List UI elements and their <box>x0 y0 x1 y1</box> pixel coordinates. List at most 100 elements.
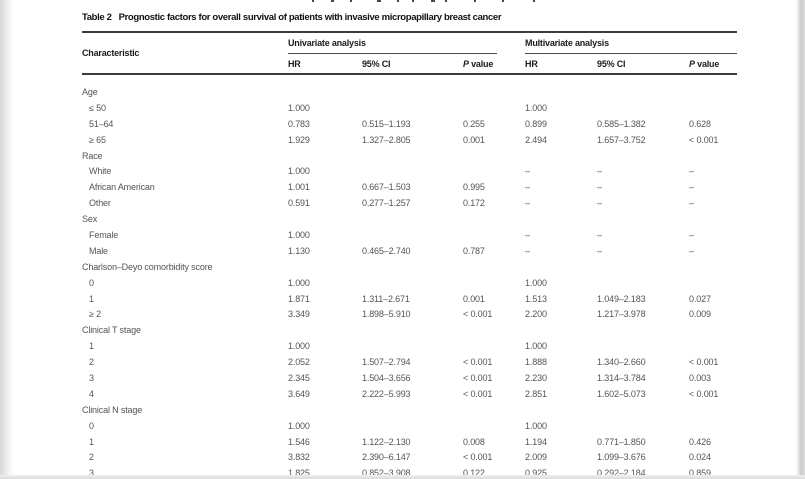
multivariate-ci-cell: – <box>597 166 602 177</box>
univariate-pvalue-cell: 0.008 <box>463 436 485 447</box>
column-gap-cell <box>497 132 525 148</box>
multivariate-pvalue-cell <box>689 211 737 227</box>
column-gap-cell <box>497 116 525 132</box>
univariate-pvalue-cell <box>463 322 497 338</box>
characteristic-cell: White <box>89 166 112 177</box>
group-header-univariate: Univariate analysis <box>288 31 498 54</box>
univariate-ci-cell: 1.311–2.671 <box>362 293 410 304</box>
multivariate-ci-cell: 1.099–3.676 <box>597 452 646 463</box>
univariate-pvalue-cell: < 0.001 <box>463 388 493 399</box>
multivariate-ci-cell: 1.340–2.660 <box>597 357 646 368</box>
univariate-ci-cell: 0.465–2.740 <box>362 245 411 256</box>
characteristic-cell: 1 <box>89 436 94 447</box>
univariate-hr-cell: 1.871 <box>288 293 310 304</box>
characteristic-cell: Charlson–Deyo comorbidity score <box>82 261 213 272</box>
univariate-hr-cell: 1.001 <box>288 182 310 193</box>
multivariate-hr-cell <box>525 211 597 227</box>
column-gap-cell <box>497 259 525 275</box>
multivariate-ci-cell: 1.049–2.183 <box>597 293 646 304</box>
univariate-ci-cell: 2.390–6.147 <box>362 452 411 463</box>
univariate-hr-cell: 1.000 <box>288 229 310 240</box>
table-row: Female 1.000 – – – <box>82 227 737 243</box>
group-header-multivariate: Multivariate analysis <box>525 31 738 54</box>
multivariate-ci-cell: 0.585–1.382 <box>597 118 646 129</box>
table-row: Male 1.130 0.465–2.740 0.787 – – – <box>82 243 737 259</box>
page-left-edge-shadow <box>0 0 15 479</box>
page-right-edge-bar <box>796 0 805 479</box>
univariate-ci-cell <box>362 322 463 338</box>
characteristic-cell: Sex <box>82 214 98 225</box>
column-gap-cell <box>497 386 525 402</box>
univariate-ci-cell: 1.327–2.805 <box>362 134 411 145</box>
univariate-ci-cell: 0.277–1.257 <box>362 198 411 209</box>
univariate-pvalue-cell: < 0.001 <box>463 452 493 463</box>
multivariate-hr-cell: 2.009 <box>525 452 547 463</box>
multivariate-ci-cell: – <box>597 198 602 209</box>
column-gap-cell <box>497 418 525 434</box>
characteristic-cell: ≥ 2 <box>89 309 101 320</box>
column-header-univariate-pvalue: P value <box>463 53 498 75</box>
column-gap-cell <box>497 243 525 259</box>
multivariate-pvalue-cell: 0.628 <box>689 118 711 129</box>
multivariate-pvalue-cell: – <box>689 198 694 209</box>
column-gap-cell <box>497 84 525 100</box>
column-gap-cell <box>497 402 525 418</box>
table-row: ≥ 2 3.349 1.898–5.910 < 0.001 2.200 1.21… <box>82 306 737 322</box>
multivariate-pvalue-cell: – <box>689 182 694 193</box>
column-gap-cell <box>497 322 525 338</box>
univariate-hr-cell <box>288 259 362 275</box>
univariate-hr-cell: 3.832 <box>288 452 310 463</box>
table-row: 4 3.649 2.222–5.993 < 0.001 2.851 1.602–… <box>82 386 737 402</box>
univariate-ci-cell <box>362 338 463 354</box>
univariate-ci-cell: 1.507–2.794 <box>362 357 411 368</box>
table-row: 2 2.052 1.507–2.794 < 0.001 1.888 1.340–… <box>82 354 737 370</box>
column-gap-cell <box>497 434 525 450</box>
multivariate-hr-cell: 2.200 <box>525 309 547 320</box>
univariate-ci-cell <box>362 163 463 179</box>
multivariate-hr-cell: 1.000 <box>525 341 547 352</box>
table-row: 2 3.832 2.390–6.147 < 0.001 2.009 1.099–… <box>82 449 737 465</box>
table-body: Age ≤ 50 1.000 1.000 51–64 0.783 0.515–1… <box>82 74 737 479</box>
table-row: Charlson–Deyo comorbidity score <box>82 259 737 275</box>
univariate-pvalue-cell: 0.001 <box>463 293 485 304</box>
univariate-hr-cell: 1.000 <box>288 277 310 288</box>
univariate-ci-cell: 1.898–5.910 <box>362 309 411 320</box>
univariate-ci-cell: 2.222–5.993 <box>362 388 411 399</box>
characteristic-cell: 1 <box>89 341 94 352</box>
table-row: Age <box>82 84 737 100</box>
univariate-pvalue-cell <box>463 100 497 116</box>
multivariate-ci-cell: 0.771–1.850 <box>597 436 646 447</box>
univariate-hr-cell <box>288 84 362 100</box>
multivariate-ci-cell <box>597 211 689 227</box>
multivariate-ci-cell: 1.314–3.784 <box>597 372 646 383</box>
characteristic-cell: ≤ 50 <box>89 102 106 113</box>
univariate-hr-cell: 1.000 <box>288 166 310 177</box>
univariate-hr-cell <box>288 148 362 164</box>
univariate-hr-cell <box>288 211 362 227</box>
table-number: Table 2 <box>82 12 112 23</box>
multivariate-pvalue-cell: < 0.001 <box>689 388 719 399</box>
table-caption: Prognostic factors for overall survival … <box>118 12 502 23</box>
univariate-pvalue-cell <box>463 84 497 100</box>
univariate-pvalue-cell <box>463 418 497 434</box>
univariate-pvalue-cell: 0.122 <box>463 468 485 479</box>
prognostic-factors-table: Characteristic Univariate analysis Multi… <box>82 31 738 479</box>
column-gap-cell <box>497 306 525 322</box>
multivariate-hr-cell: 1.513 <box>525 293 547 304</box>
multivariate-hr-cell: – <box>525 182 530 193</box>
multivariate-pvalue-cell: 0.024 <box>689 452 711 463</box>
multivariate-hr-cell: 0.925 <box>525 468 547 479</box>
characteristic-cell: Male <box>89 245 108 256</box>
table-row: 0 1.000 1.000 <box>82 418 737 434</box>
multivariate-pvalue-cell <box>689 148 737 164</box>
multivariate-pvalue-cell <box>689 322 737 338</box>
multivariate-ci-cell <box>597 275 689 291</box>
univariate-pvalue-cell <box>463 211 497 227</box>
multivariate-ci-cell <box>597 84 689 100</box>
column-gap-cell <box>497 211 525 227</box>
univariate-hr-cell: 1.929 <box>288 134 310 145</box>
table-row: ≤ 50 1.000 1.000 <box>82 100 737 116</box>
table-row: 51–64 0.783 0.515–1.193 0.255 0.899 0.58… <box>82 116 737 132</box>
multivariate-pvalue-cell: < 0.001 <box>689 134 719 145</box>
multivariate-hr-cell <box>525 259 597 275</box>
